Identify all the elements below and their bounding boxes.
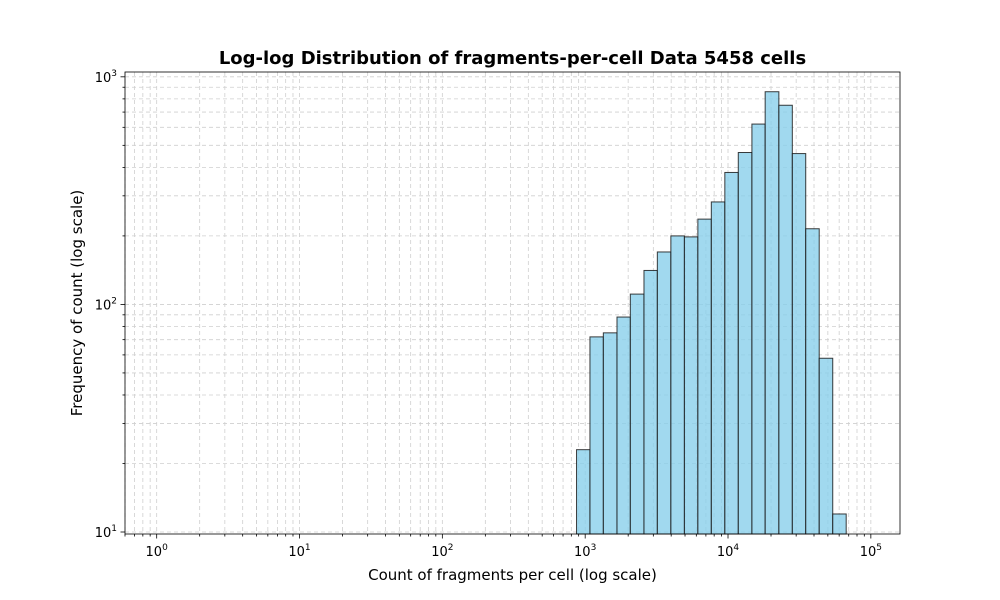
histogram-bar — [818, 357, 834, 535]
x-axis-label: Count of fragments per cell (log scale) — [368, 566, 657, 584]
histogram-bar — [616, 316, 631, 535]
histogram-bars — [576, 91, 847, 535]
histogram-bar — [670, 235, 685, 535]
chart-title: Log-log Distribution of fragments-per-ce… — [219, 48, 806, 69]
x-tick-label: 105 — [860, 543, 882, 560]
histogram-bar — [697, 218, 712, 535]
histogram-bar — [724, 171, 739, 535]
x-tick-label: 100 — [146, 543, 169, 560]
x-tick-label: 101 — [288, 543, 310, 560]
y-tick-label: 101 — [95, 524, 117, 541]
histogram-bar — [710, 201, 726, 535]
histogram-bar — [683, 236, 699, 535]
histogram-bar — [764, 91, 780, 535]
x-tick-label: 103 — [574, 543, 596, 560]
histogram-bar — [805, 228, 820, 535]
x-tick-label: 104 — [717, 543, 740, 560]
x-tick-label: 102 — [431, 543, 453, 560]
y-tick-label: 103 — [95, 69, 117, 86]
histogram-bar — [602, 332, 618, 535]
histogram-bar — [737, 152, 753, 535]
histogram-bar — [791, 153, 807, 535]
axis-ticks: 100 101 102 103 104 105 101 102 103 — [95, 69, 882, 560]
histogram-bar — [656, 251, 672, 535]
histogram-bar — [832, 513, 847, 535]
histogram-bar — [629, 293, 645, 535]
histogram-bar — [778, 104, 793, 535]
y-tick-label: 102 — [95, 296, 117, 313]
histogram-bar — [576, 449, 591, 535]
histogram-bar — [751, 123, 766, 535]
histogram-bar — [589, 336, 604, 535]
plot-frame — [124, 71, 901, 535]
histogram-bar — [643, 269, 658, 535]
y-axis-label: Frequency of count (log scale) — [68, 190, 86, 417]
